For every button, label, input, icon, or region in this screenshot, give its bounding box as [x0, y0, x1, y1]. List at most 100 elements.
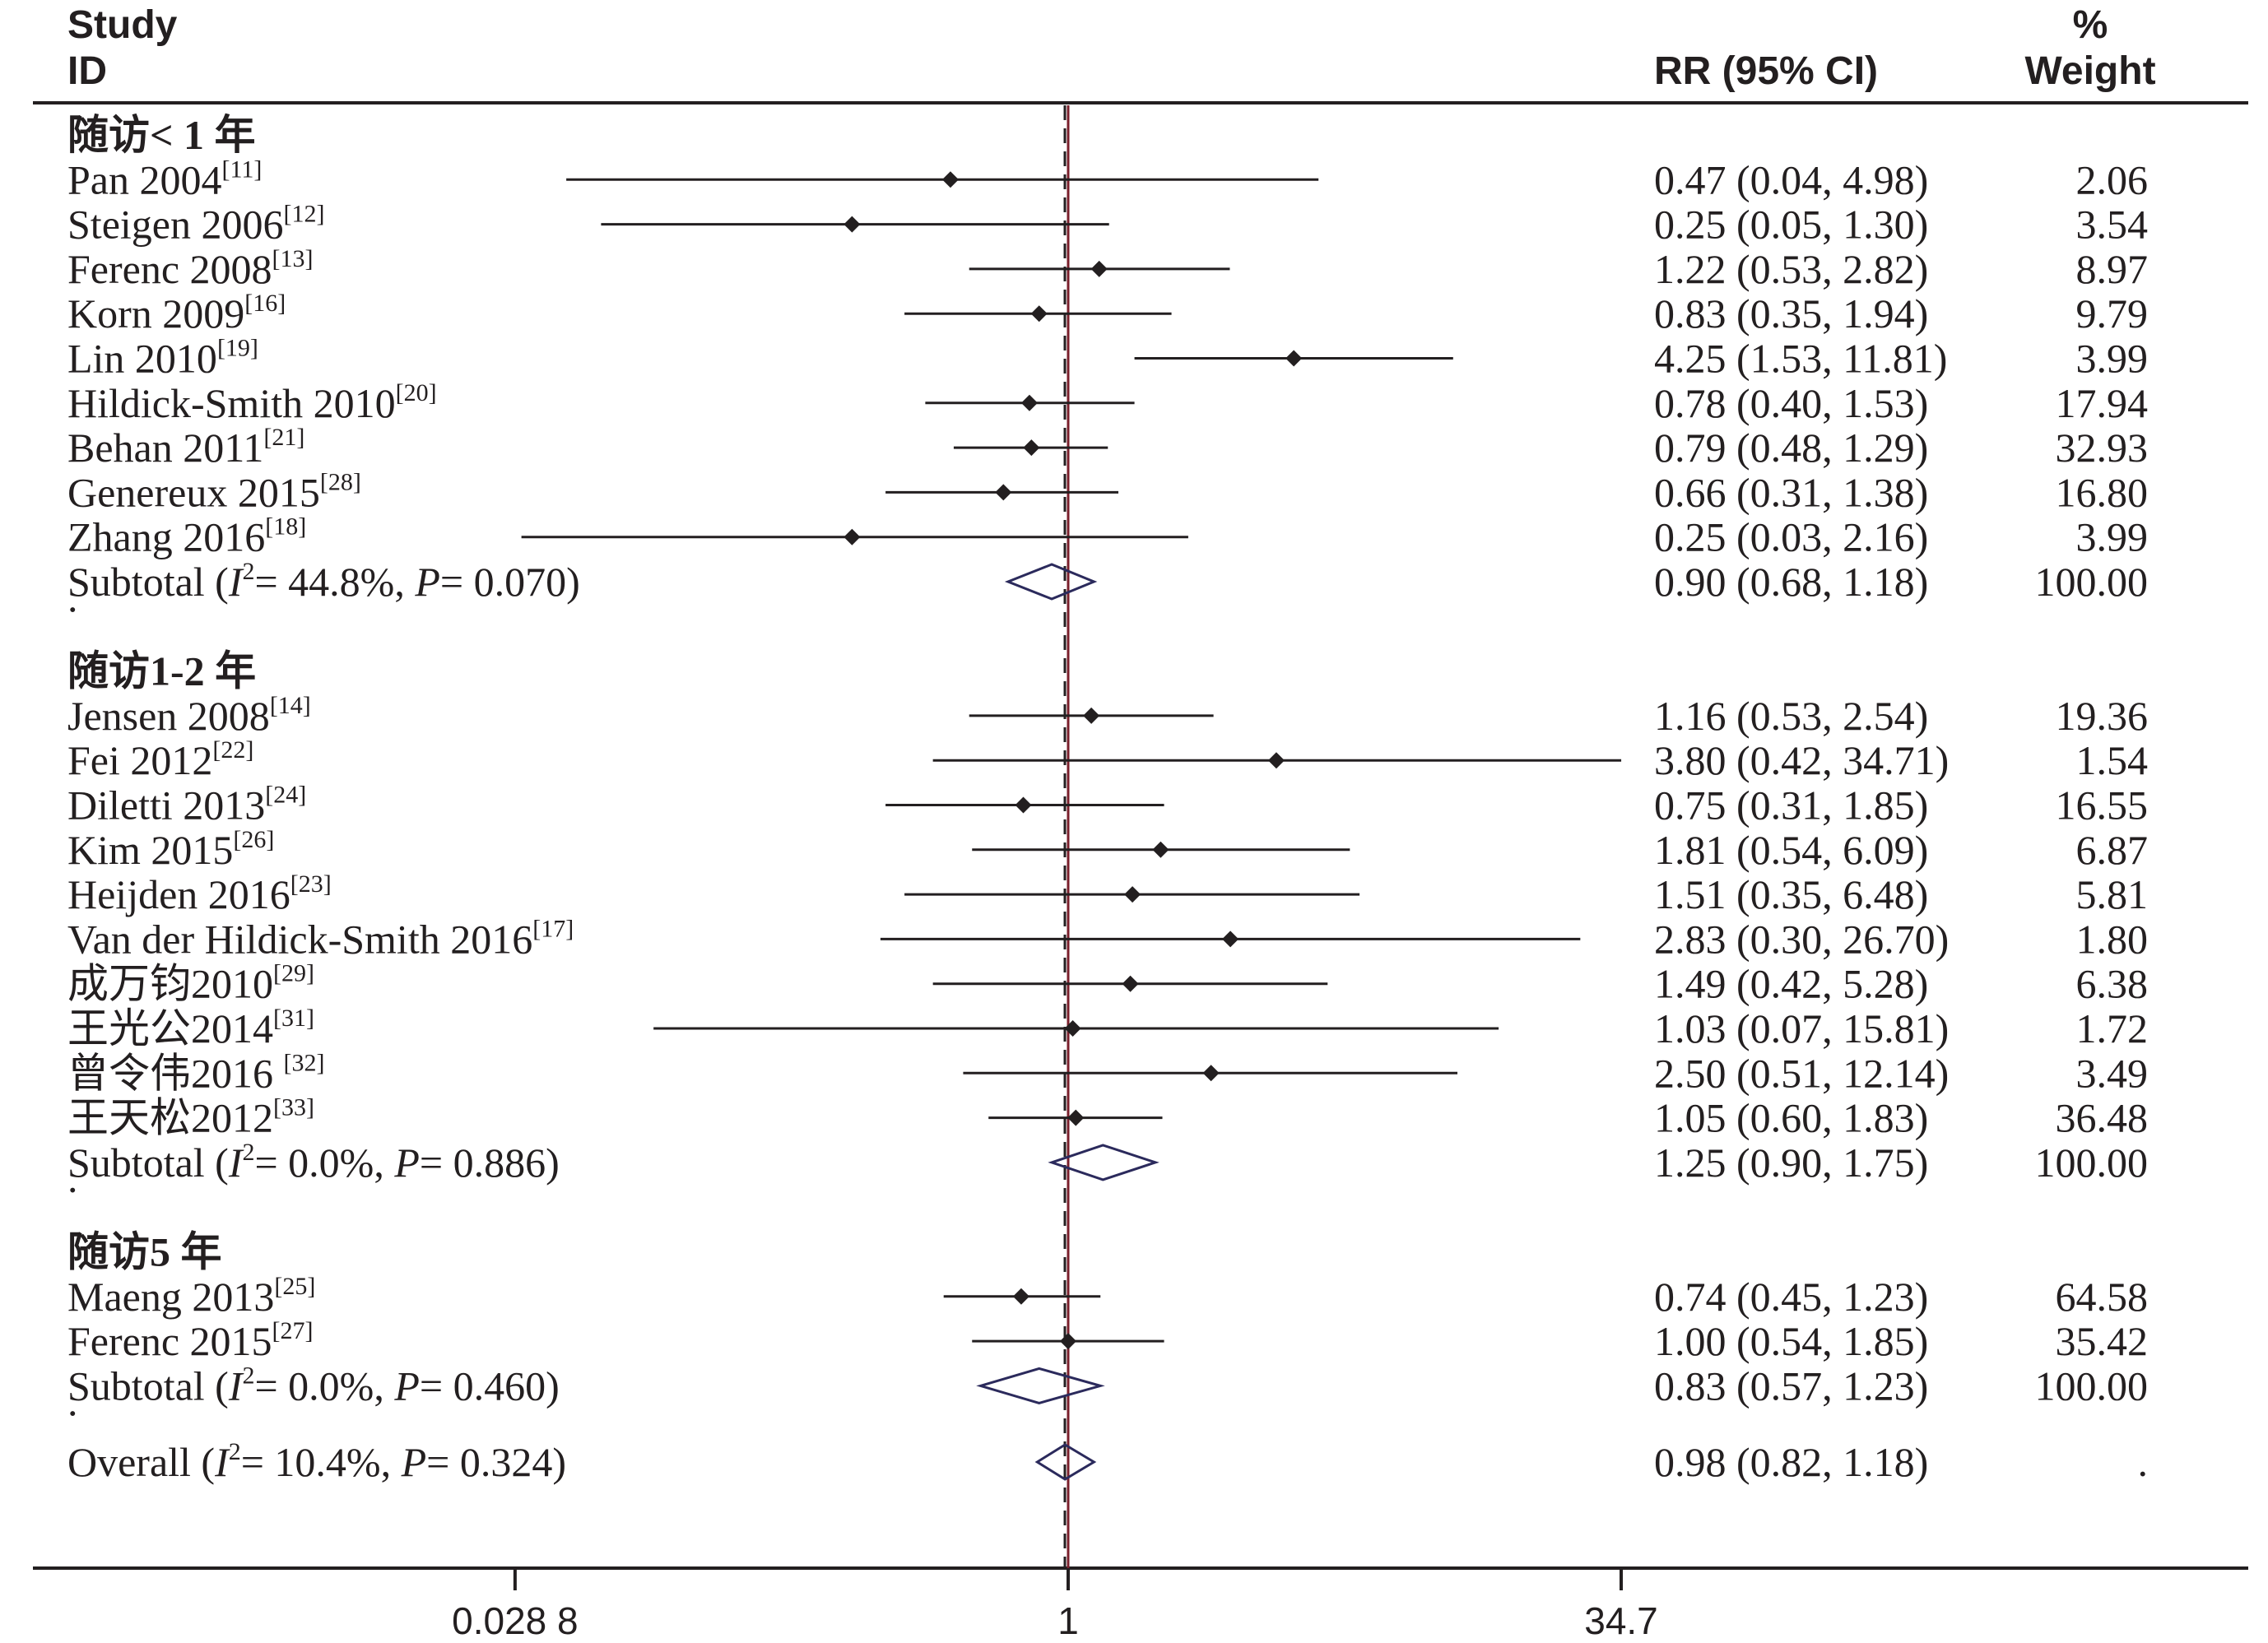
i2-symbol: I: [228, 559, 244, 605]
summary-ci-text: 0.90 (0.68, 1.18): [1654, 559, 1928, 605]
p-symbol: P: [401, 1439, 427, 1485]
p-value: = 0.324): [426, 1439, 566, 1485]
weight-text: 1.54: [2076, 737, 2149, 783]
i2-exponent: 2: [242, 1362, 254, 1389]
study-row: Pan 2004[11] 0.47 (0.04, 4.98) 2.06: [67, 155, 2148, 202]
summary-ci-text: 0.98 (0.82, 1.18): [1654, 1439, 1928, 1485]
i2-symbol: I: [228, 1139, 244, 1186]
subtotal-row: Subtotal (I2= 0.0%, P= 0.886) 1.25 (0.90,…: [67, 1139, 2148, 1186]
study-name: Kim 2015: [67, 827, 233, 873]
study-ref: [13]: [272, 245, 314, 272]
study-name: Pan 2004: [67, 156, 222, 202]
ci-text: 0.66 (0.31, 1.38): [1654, 469, 1928, 515]
study-row: Ferenc 2015[27] 1.00 (0.54, 1.85) 35.42: [67, 1317, 2148, 1364]
point-estimate: [844, 216, 861, 233]
study-row: Heijden 2016[23] 1.51 (0.35, 6.48) 5.81: [67, 870, 2148, 917]
weight-text: 17.94: [2056, 380, 2149, 426]
point-estimate: [1067, 1109, 1085, 1126]
study-name: 王天松2012: [67, 1095, 273, 1141]
p-symbol: P: [414, 559, 440, 605]
weight-text: 3.99: [2076, 336, 2149, 382]
weight-text: 8.97: [2076, 246, 2149, 292]
p-value: = 0.886): [420, 1139, 560, 1186]
group-title: 随访1-2 年: [67, 648, 256, 694]
ci-text: 1.51 (0.35, 6.48): [1654, 871, 1928, 917]
i2-value: = 0.0%,: [254, 1362, 394, 1409]
study-ref: [23]: [290, 870, 332, 898]
study-label: Kim 2015[26]: [67, 826, 274, 873]
weight-text: 1.72: [2076, 1005, 2149, 1051]
ci-text: 1.00 (0.54, 1.85): [1654, 1318, 1928, 1364]
ci-text: 3.80 (0.42, 34.71): [1654, 737, 1949, 783]
point-estimate: [941, 171, 959, 188]
weight-text: 19.36: [2056, 693, 2149, 739]
study-name: Ferenc 2015: [67, 1318, 272, 1364]
overall-row-label: Overall (I2= 10.4%, P= 0.324): [67, 1438, 566, 1485]
study-label: Lin 2010[19]: [67, 335, 258, 382]
study-label: Hildick-Smith 2010[20]: [67, 379, 437, 426]
study-label: Zhang 2016[18]: [67, 513, 306, 560]
i2-value: = 0.0%,: [254, 1139, 394, 1186]
weight-text: 32.93: [2056, 425, 2149, 471]
study-label: Korn 2009[16]: [67, 290, 286, 336]
summary-prefix: Subtotal (: [67, 559, 229, 605]
study-row: Maeng 2013[25] 0.74 (0.45, 1.23) 64.58: [67, 1273, 2148, 1320]
study-row: Korn 2009[16] 0.83 (0.35, 1.94) 9.79: [67, 290, 2148, 336]
study-ref: [16]: [244, 290, 286, 317]
point-estimate: [1030, 305, 1048, 323]
study-label: Genereux 2015[28]: [67, 468, 361, 515]
study-name: Korn 2009: [67, 290, 244, 336]
ci-text: 0.25 (0.05, 1.30): [1654, 202, 1928, 248]
study-name: 王光公2014: [67, 1005, 273, 1051]
study-ref: [32]: [284, 1049, 325, 1076]
weight-text: 16.80: [2056, 469, 2149, 515]
i2-symbol: I: [214, 1439, 230, 1485]
group-title: 随访5 年: [67, 1229, 222, 1275]
study-label: Fei 2012[22]: [67, 736, 253, 783]
ci-text: 4.25 (1.53, 11.81): [1654, 336, 1947, 382]
study-name: Diletti 2013: [67, 782, 265, 828]
study-ref: [20]: [396, 379, 437, 406]
ci-text: 2.50 (0.51, 12.14): [1654, 1050, 1949, 1096]
group-separator: .: [67, 574, 78, 620]
ci-text: 0.25 (0.03, 2.16): [1654, 514, 1928, 560]
i2-value: = 44.8%,: [254, 559, 415, 605]
group-title: 随访< 1 年: [67, 112, 256, 158]
x-tick-label: 0.028 8: [452, 1599, 578, 1642]
study-row: Jensen 2008[14] 1.16 (0.53, 2.54) 19.36: [67, 692, 2148, 739]
ci-text: 0.79 (0.48, 1.29): [1654, 425, 1928, 471]
study-row: Hildick-Smith 2010[20] 0.78 (0.40, 1.53) 1…: [67, 379, 2148, 426]
study-name: 曾令伟2016: [67, 1050, 284, 1096]
study-label: Jensen 2008[14]: [67, 692, 311, 739]
summary-diamond: [976, 1367, 1105, 1404]
point-estimate: [844, 528, 861, 545]
point-estimate: [1020, 394, 1038, 411]
study-row: 王光公2014[31] 1.03 (0.07, 15.81) 1.72: [67, 1005, 2148, 1051]
study-label: Ferenc 2008[13]: [67, 245, 314, 292]
study-label: 成万钧2010[29]: [67, 960, 314, 1007]
weight-text: 3.54: [2076, 202, 2149, 248]
weight-text: 6.38: [2076, 961, 2149, 1007]
p-value: = 0.070): [440, 559, 580, 605]
study-label: Van der Hildick-Smith 2016[17]: [67, 915, 574, 962]
study-ref: [22]: [212, 736, 253, 763]
study-label: Diletti 2013[24]: [67, 782, 306, 828]
weight-text: 36.48: [2056, 1095, 2149, 1141]
point-estimate: [1023, 439, 1040, 457]
subtotal-row-label: Subtotal (I2= 0.0%, P= 0.460): [67, 1362, 560, 1409]
study-name: Maeng 2013: [67, 1274, 274, 1320]
study-label: Ferenc 2015[27]: [67, 1317, 314, 1364]
study-ref: [17]: [532, 915, 574, 942]
study-row: 曾令伟2016 [32] 2.50 (0.51, 12.14) 3.49: [67, 1049, 2148, 1096]
i2-symbol: I: [228, 1362, 244, 1409]
study-ref: [18]: [265, 513, 306, 541]
header-percent: %: [2073, 3, 2108, 47]
weight-text: 3.99: [2076, 514, 2149, 560]
study-label: Behan 2011[21]: [67, 424, 304, 471]
summary-prefix: Subtotal (: [67, 1139, 229, 1186]
subtotal-row-label: Subtotal (I2= 44.8%, P= 0.070): [67, 558, 580, 605]
column-headers: Study ID RR (95% CI) % Weight: [67, 3, 2156, 93]
study-label: Heijden 2016[23]: [67, 870, 332, 917]
summary-ci-text: 0.83 (0.57, 1.23): [1654, 1362, 1928, 1409]
